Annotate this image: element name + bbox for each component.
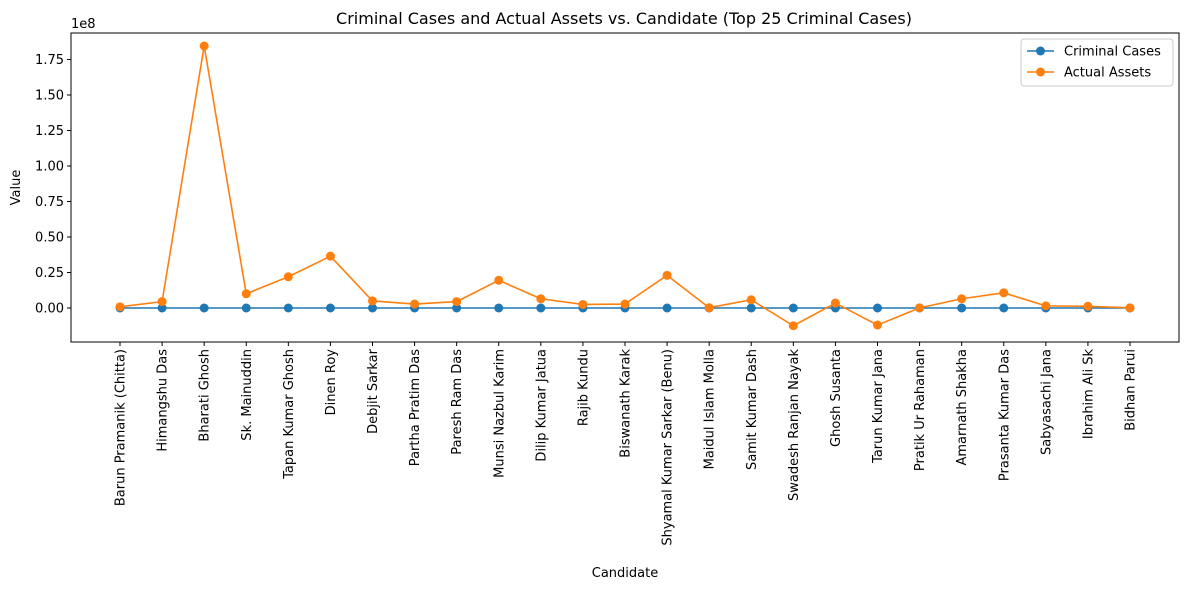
x-tick-label: Barun Pramanik (Chitta): [114, 349, 129, 506]
data-point: [1126, 303, 1135, 312]
data-point: [284, 272, 293, 281]
data-point: [873, 304, 882, 313]
data-point: [452, 297, 461, 306]
y-tick-label: 1.25: [35, 124, 64, 139]
data-point: [242, 304, 251, 313]
legend-label: Criminal Cases: [1064, 45, 1161, 60]
x-tick-label: Ibrahim Ali Sk: [1081, 349, 1096, 440]
y-axis-label: Value: [9, 170, 24, 206]
x-tick-label: Prasanta Kumar Das: [997, 349, 1012, 481]
data-point: [200, 42, 209, 51]
x-tick-label: Dilip Kumar Jatua: [534, 349, 549, 462]
data-point: [326, 304, 335, 313]
data-point: [915, 303, 924, 312]
x-tick-label: Paresh Ram Das: [450, 349, 465, 455]
series-group: [116, 42, 1135, 331]
x-tick-label: Amarnath Shakha: [955, 349, 970, 466]
data-point: [1083, 302, 1092, 311]
data-point: [705, 303, 714, 312]
data-point: [116, 302, 125, 311]
data-point: [284, 304, 293, 313]
legend: Criminal Cases Actual Assets: [1021, 39, 1173, 86]
x-tick-label: Samit Kumar Dash: [745, 349, 760, 470]
x-tick-label: Pratik Ur Rahaman: [913, 349, 928, 471]
x-tick-label: Dinen Roy: [324, 349, 339, 416]
data-point: [873, 321, 882, 330]
x-tick-label: Swadesh Ranjan Nayak: [787, 349, 802, 501]
x-tick-label: Debjit Sarkar: [366, 348, 381, 434]
data-point: [536, 304, 545, 313]
data-point: [663, 304, 672, 313]
data-point: [326, 252, 335, 261]
data-point: [663, 271, 672, 280]
y-tick-label: 0.50: [35, 230, 64, 245]
legend-marker: [1036, 68, 1045, 77]
x-tick-label: Partha Pratim Das: [408, 349, 423, 466]
data-point: [999, 288, 1008, 297]
x-tick-label: Sabyasachi Jana: [1039, 349, 1054, 455]
y-tick-label: 1.00: [35, 159, 64, 174]
data-point: [747, 304, 756, 313]
data-point: [158, 297, 167, 306]
data-point: [410, 300, 419, 309]
legend-label: Actual Assets: [1064, 66, 1151, 81]
x-tick-label: Maidul Islam Molla: [703, 349, 718, 469]
data-point: [200, 304, 209, 313]
x-axis-ticks: Barun Pramanik (Chitta) Himangshu Das Bhar…: [114, 342, 1139, 546]
x-axis-label: Candidate: [592, 566, 658, 581]
data-point: [789, 304, 798, 313]
data-point: [494, 276, 503, 285]
x-tick-label: Rajib Kundu: [576, 349, 591, 426]
x-tick-label: Ghosh Susanta: [829, 349, 844, 447]
series-line-1: [120, 46, 1130, 326]
y-tick-label: 0.75: [35, 195, 64, 210]
data-point: [1041, 301, 1050, 310]
x-tick-label: Bharati Ghosh: [198, 349, 213, 442]
data-point: [789, 321, 798, 330]
x-tick-label: Sk. Mainuddin: [240, 349, 255, 441]
data-point: [578, 300, 587, 309]
x-tick-label: Biswanath Karak: [619, 349, 634, 458]
data-point: [999, 304, 1008, 313]
y-tick-label: 1.75: [35, 53, 64, 68]
data-point: [494, 304, 503, 313]
x-tick-label: Bidhan Parui: [1124, 349, 1139, 431]
data-point: [368, 296, 377, 305]
y-offset-text: 1e8: [71, 17, 96, 32]
legend-marker: [1036, 47, 1045, 56]
x-tick-label: Tarun Kumar Jana: [871, 349, 886, 464]
y-tick-label: 0.25: [35, 266, 64, 281]
data-point: [957, 294, 966, 303]
x-tick-label: Shyamal Kumar Sarkar (Benu): [661, 349, 676, 546]
y-tick-label: 1.50: [35, 88, 64, 103]
data-point: [831, 299, 840, 308]
data-point: [242, 289, 251, 298]
data-point: [957, 304, 966, 313]
x-tick-label: Tapan Kumar Ghosh: [282, 349, 297, 480]
y-tick-label: 0.00: [35, 302, 64, 317]
data-point: [747, 295, 756, 304]
data-point: [536, 294, 545, 303]
x-tick-label: Munsi Nazbul Karim: [492, 349, 507, 478]
chart-title: Criminal Cases and Actual Assets vs. Can…: [336, 9, 912, 28]
y-axis-ticks: 0.00 0.25 0.50 0.75 1.00 1.25 1.50 1.75: [35, 53, 71, 317]
data-point: [621, 300, 630, 309]
x-tick-label: Himangshu Das: [156, 349, 171, 452]
